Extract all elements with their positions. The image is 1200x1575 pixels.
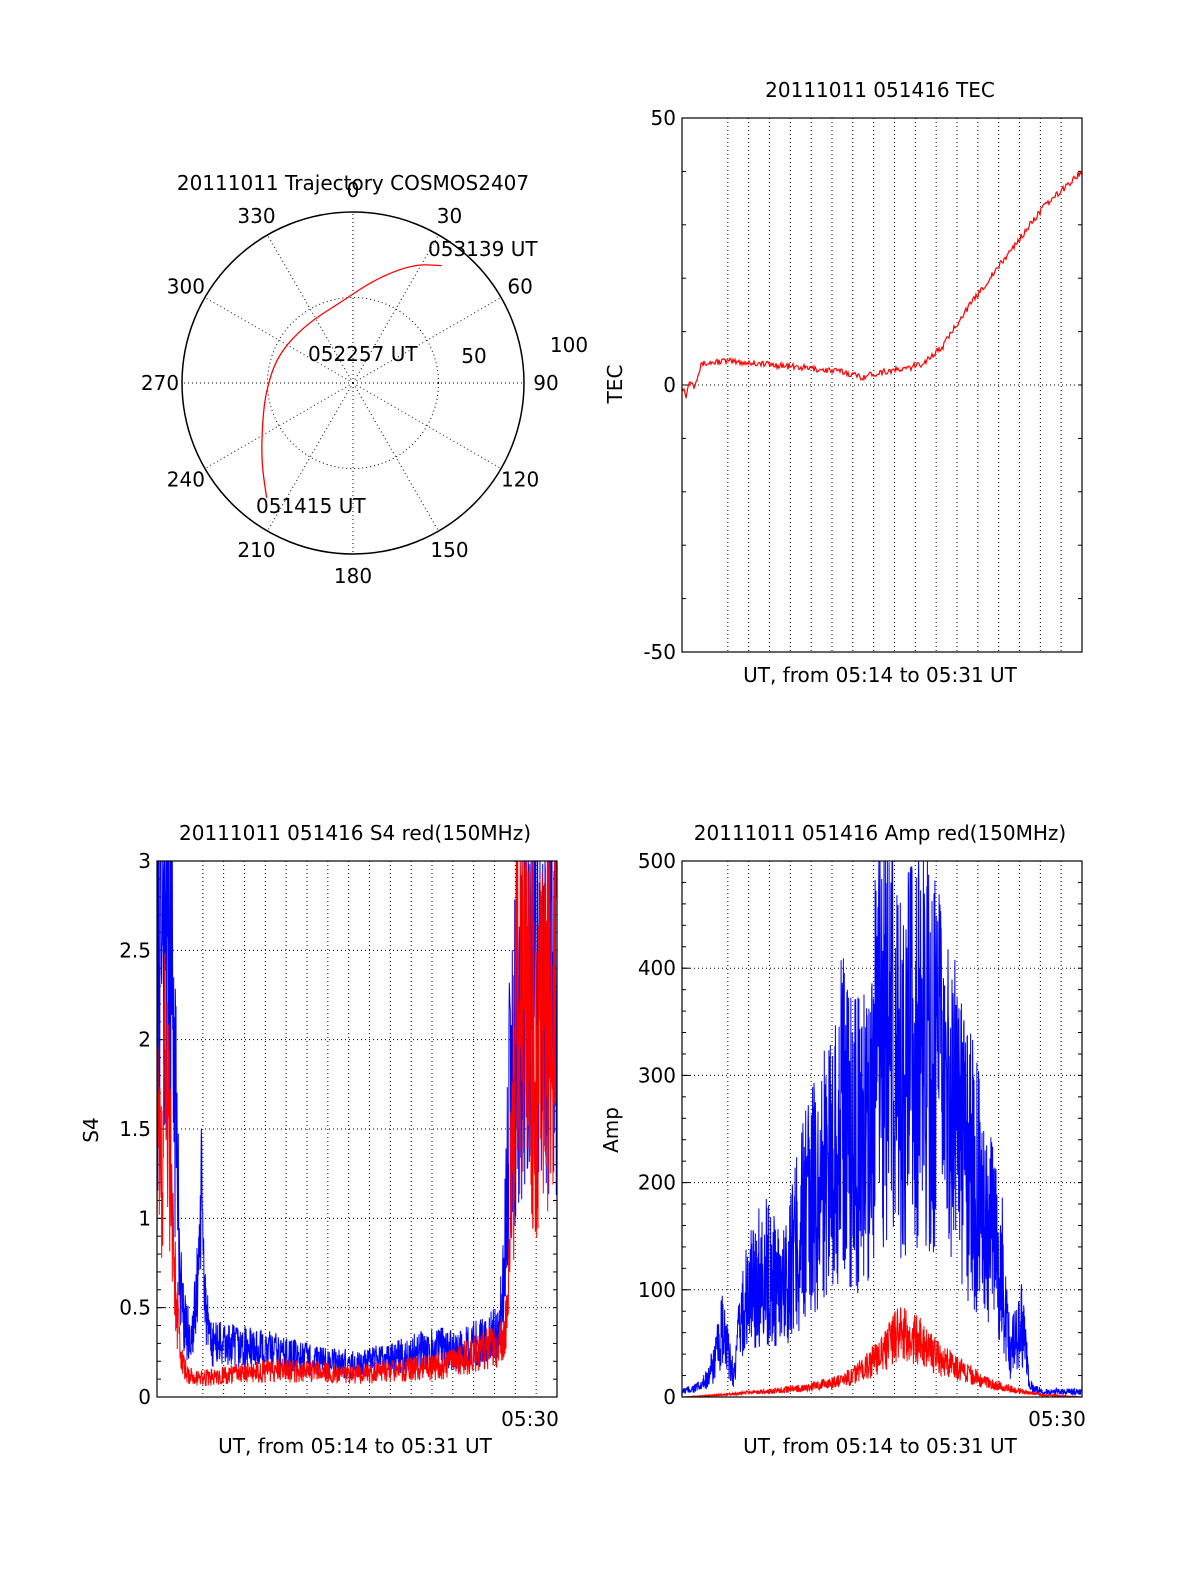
polar-angle-label-180: 180 <box>334 564 372 588</box>
tec-panel: 20111011 051416 TEC TEC UT, from 05:14 t… <box>603 78 1083 687</box>
p2-ytick-label-0: 0 <box>138 1385 151 1409</box>
p3-ytick-label-100: 100 <box>638 1278 676 1302</box>
p3-plot-frame <box>681 860 1083 1398</box>
s4-ylabel: S4 <box>79 1117 103 1142</box>
polar-angle-label-120: 120 <box>501 468 539 492</box>
p2-ytick-label-3: 3 <box>138 849 151 873</box>
polar-radial-label-100: 100 <box>550 333 588 357</box>
polar-angle-label-30: 30 <box>437 204 462 228</box>
polar-annotation-end-time: 053139 UT <box>428 237 538 261</box>
p2-ytick-label-1: 1 <box>138 1206 151 1230</box>
amp-xtick-label-0530: 05:30 <box>1028 1407 1086 1431</box>
p1-ytick-label-50: 50 <box>651 106 676 130</box>
p1-series-red-line <box>681 169 1083 399</box>
polar-spoke-240 <box>204 382 354 469</box>
p2-ytick-label-2: 2 <box>138 1028 151 1052</box>
polar-inner-circle <box>267 297 439 469</box>
s4-xtick-label-0530: 05:30 <box>501 1407 559 1431</box>
amp-title: 20111011 051416 Amp red(150MHz) <box>694 821 1066 845</box>
tec-title: 20111011 051416 TEC <box>765 78 995 102</box>
polar-spoke-30 <box>352 234 439 384</box>
polar-spoke-60 <box>352 297 502 384</box>
tec-xlabel: UT, from 05:14 to 05:31 UT <box>743 663 1018 687</box>
polar-angle-label-240: 240 <box>167 468 205 492</box>
polar-spoke-330 <box>267 234 354 384</box>
p1-ytick-label--50: -50 <box>643 640 676 664</box>
polar-angle-label-150: 150 <box>430 538 468 562</box>
p3-ytick-label-500: 500 <box>638 849 676 873</box>
polar-spoke-150 <box>352 382 439 532</box>
polar-outer-circle <box>181 211 525 555</box>
polar-spoke-210 <box>267 382 354 532</box>
polar-angle-label-90: 90 <box>533 371 558 395</box>
p3-series-red-line <box>682 1307 1082 1398</box>
s4-xlabel: UT, from 05:14 to 05:31 UT <box>218 1434 493 1458</box>
p3-ytick-label-400: 400 <box>638 956 676 980</box>
polar-trajectory-panel: 20111011 Trajectory COSMOS2407 0 30 60 90 12… <box>141 171 588 588</box>
p1-plot-frame <box>681 117 1083 653</box>
p2-ytick-label-1.5: 1.5 <box>119 1117 151 1141</box>
p3-ytick-label-200: 200 <box>638 1171 676 1195</box>
polar-angle-label-300: 300 <box>167 275 205 299</box>
polar-radial-label-50: 50 <box>461 344 486 368</box>
amp-ylabel: Amp <box>599 1107 623 1153</box>
tec-ylabel: TEC <box>603 365 627 405</box>
amp-xlabel: UT, from 05:14 to 05:31 UT <box>743 1434 1018 1458</box>
p2-ytick-label-0.5: 0.5 <box>119 1296 151 1320</box>
polar-angle-label-0: 0 <box>347 178 360 202</box>
polar-spoke-300 <box>204 297 354 384</box>
p2-series-red-line <box>156 860 558 1387</box>
polar-spoke-120 <box>352 382 502 469</box>
polar-title: 20111011 Trajectory COSMOS2407 <box>177 171 529 195</box>
p3-ytick-label-0: 0 <box>663 1385 676 1409</box>
p2-ytick-label-2.5: 2.5 <box>119 938 151 962</box>
p3-series-blue-line <box>681 860 1083 1397</box>
polar-angle-label-210: 210 <box>237 538 275 562</box>
p2-plot-frame <box>156 860 558 1398</box>
polar-angle-label-60: 60 <box>507 275 532 299</box>
p1-ytick-label-0: 0 <box>663 373 676 397</box>
polar-trajectory-line-0 <box>261 264 442 498</box>
polar-annotation-start-time: 051415 UT <box>256 494 366 518</box>
p2-series-blue-line <box>156 860 558 1379</box>
p3-ytick-label-300: 300 <box>638 1063 676 1087</box>
amp-panel: 20111011 051416 Amp red(150MHz) Amp 05:3… <box>599 821 1086 1458</box>
polar-angle-label-330: 330 <box>237 204 275 228</box>
polar-annotation-mid-time: 052257 UT <box>308 342 418 366</box>
s4-panel: 20111011 051416 S4 red(150MHz) S4 05:30 … <box>79 821 559 1458</box>
polar-angle-label-270: 270 <box>141 371 179 395</box>
s4-title: 20111011 051416 S4 red(150MHz) <box>179 821 531 845</box>
